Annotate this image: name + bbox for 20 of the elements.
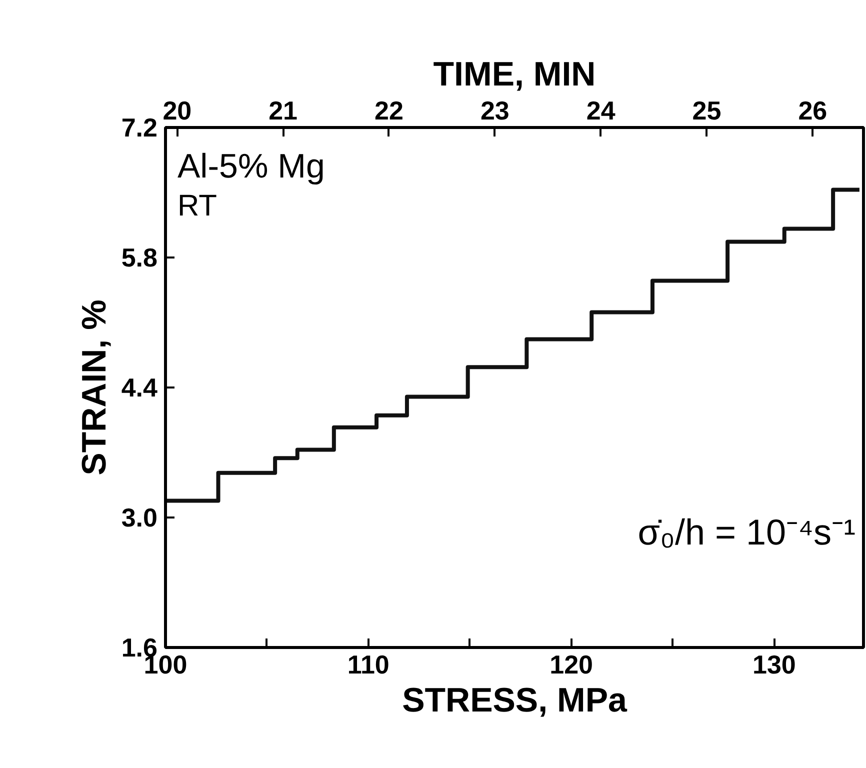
- x-tick-label: 130: [752, 650, 796, 680]
- y-tick-label: 3.0: [121, 502, 158, 532]
- x-axis-title: STRESS, MPa: [402, 682, 628, 720]
- x2-tick-label: 25: [692, 96, 722, 126]
- y-tick-label: 4.4: [121, 372, 158, 402]
- x2-tick-label: 22: [374, 96, 404, 126]
- x2-tick-label: 21: [268, 96, 298, 126]
- x2-axis-title: TIME, MIN: [433, 56, 596, 94]
- x2-tick-label: 26: [798, 96, 828, 126]
- annotation: Al-5% Mg: [178, 148, 325, 186]
- annotation: RT: [178, 190, 217, 222]
- y-tick-label: 5.8: [121, 242, 158, 272]
- y-tick-label: 7.2: [121, 112, 158, 142]
- x-tick-label: 110: [347, 650, 390, 680]
- y-axis-title: STRAIN, %: [75, 300, 114, 476]
- x-tick-label: 120: [550, 650, 594, 680]
- x2-tick-label: 23: [480, 96, 510, 126]
- x2-tick-label: 24: [586, 96, 616, 126]
- x2-tick-label: 20: [162, 96, 192, 126]
- annotation: σ̇₀/h = 10⁻⁴s⁻¹: [638, 512, 856, 552]
